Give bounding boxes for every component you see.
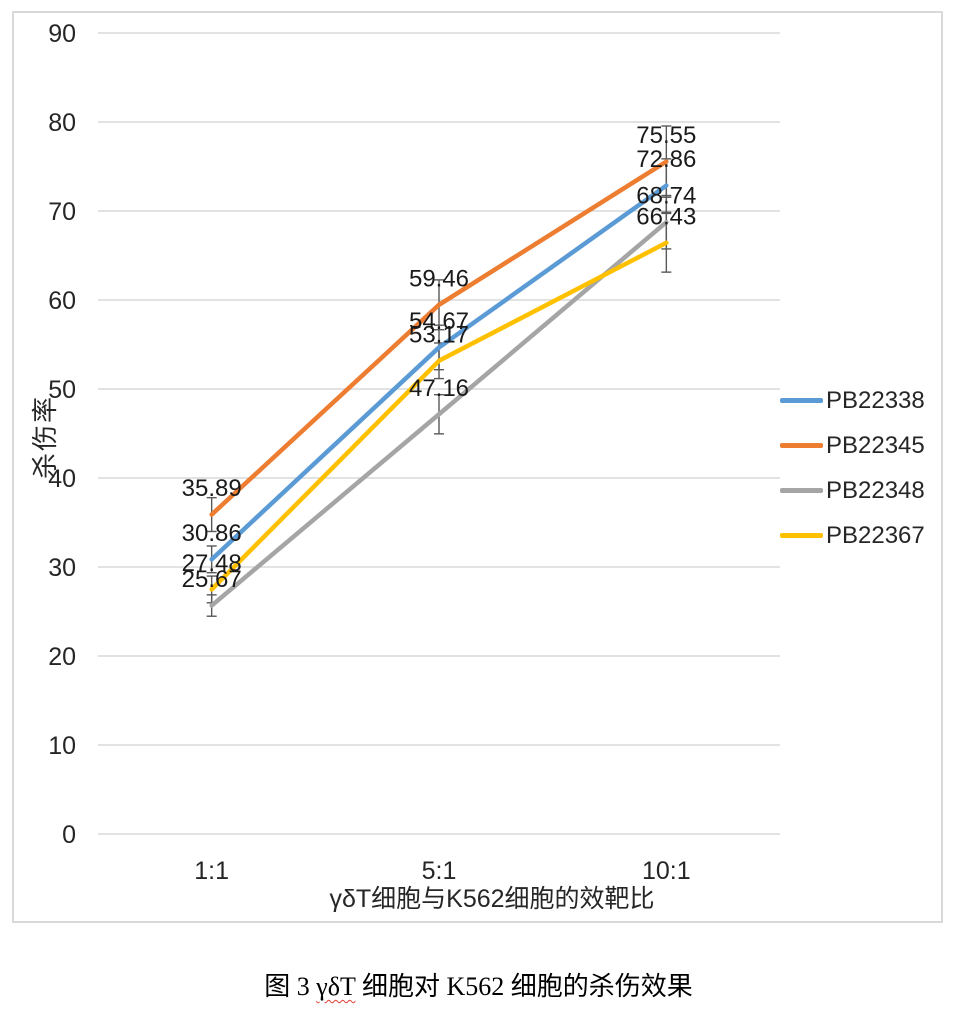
data-label: 30.86 [182,520,242,547]
y-tick-label: 0 [62,821,76,849]
chart-container [12,11,943,923]
y-tick-label: 60 [48,287,76,315]
legend-line-swatch [780,533,823,538]
legend-entry-PB22367: PB22367 [780,513,950,558]
data-label: 25.67 [182,566,242,593]
data-label: 72.86 [636,146,696,173]
data-label: 68.74 [636,183,696,210]
series-line-PB22348 [209,219,669,608]
y-tick-label: 70 [48,198,76,226]
series-line-PB22367 [209,240,669,592]
y-tick-label: 50 [48,376,76,404]
legend-line-swatch [780,488,823,493]
y-tick-label: 40 [48,465,76,493]
legend-line-swatch [780,398,823,403]
y-tick-label: 20 [48,643,76,671]
figure-caption: 图 3 γδT 细胞对 K562 细胞的杀伤效果 [0,966,957,1003]
caption-suffix: 细胞对 K562 细胞的杀伤效果 [355,972,693,1001]
x-axis-title: γδT细胞与K562细胞的效靶比 [329,885,655,913]
series-line-PB22345 [209,159,669,517]
legend-label: PB22338 [826,386,925,414]
data-label: 47.16 [409,375,469,402]
series-line-PB22338 [209,183,669,562]
data-label: 66.43 [636,203,696,230]
caption-term-spellcheck: γδT [316,972,356,1001]
y-tick-label: 80 [48,109,76,137]
y-axis-title: 杀伤率 [30,395,60,480]
data-label: 53.17 [409,321,469,348]
y-tick-label: 90 [48,20,76,48]
legend-entry-PB22348: PB22348 [780,468,950,513]
legend-entry-PB22345: PB22345 [780,423,950,468]
x-tick-label: 1:1 [194,857,229,885]
caption-prefix: 图 3 [264,972,317,1001]
y-tick-label: 30 [48,554,76,582]
legend-label: PB22367 [826,521,925,549]
y-tick-label: 10 [48,732,76,760]
data-label: 59.46 [409,265,469,292]
data-label: 27.48 [182,550,242,577]
legend-label: PB22348 [826,476,925,504]
legend-entry-PB22338: PB22338 [780,378,950,423]
data-label: 35.89 [182,475,242,502]
legend-line-swatch [780,443,823,448]
x-tick-label: 5:1 [422,857,457,885]
chart-legend: PB22338 PB22345 PB22348 PB22367 [780,378,950,558]
legend-label: PB22345 [826,431,925,459]
x-tick-label: 10:1 [642,857,691,885]
data-label: 75.55 [636,122,696,149]
data-label: 54.67 [409,308,469,335]
